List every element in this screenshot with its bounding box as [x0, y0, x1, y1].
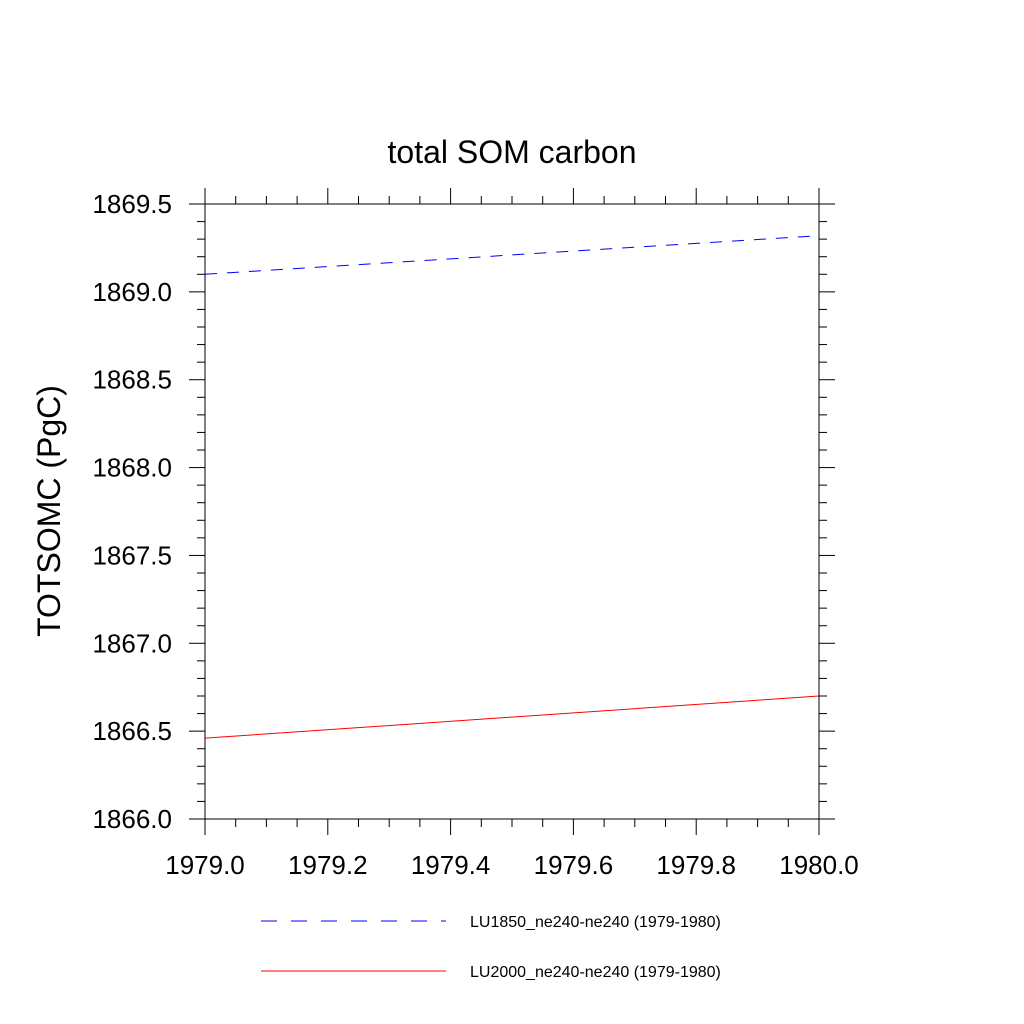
y-tick-label: 1869.0 — [92, 277, 172, 307]
x-tick-label: 1979.0 — [165, 850, 245, 880]
y-tick-label: 1866.0 — [92, 804, 172, 834]
y-tick-label: 1867.5 — [92, 540, 172, 570]
data-series — [204, 235, 820, 739]
y-tick-label: 1866.5 — [92, 716, 172, 746]
y-axis-label: TOTSOMC (PgC) — [31, 385, 67, 637]
x-tick-label: 1980.0 — [779, 850, 859, 880]
y-tick-label: 1868.5 — [92, 365, 172, 395]
legend: LU1850_ne240-ne240 (1979-1980) LU2000_ne2… — [261, 914, 721, 981]
y-tick-label: 1868.0 — [92, 453, 172, 483]
x-tick-label: 1979.8 — [656, 850, 736, 880]
series-line-1 — [204, 235, 820, 275]
y-tick-label: 1869.5 — [92, 189, 172, 219]
x-tick-label: 1979.4 — [411, 850, 491, 880]
axis-tick-labels: 1979.0 1979.2 1979.4 1979.6 1979.8 1980.0 1866… — [92, 189, 858, 880]
x-tick-label: 1979.6 — [534, 850, 614, 880]
series-line-2 — [204, 695, 820, 739]
y-tick-label: 1867.0 — [92, 628, 172, 658]
legend-label-2: LU2000_ne240-ne240 (1979-1980) — [470, 964, 721, 981]
chart-title: total SOM carbon — [388, 134, 637, 170]
axis-ticks — [189, 188, 835, 835]
plot-frame — [204, 203, 820, 820]
x-tick-label: 1979.2 — [288, 850, 368, 880]
legend-label-1: LU1850_ne240-ne240 (1979-1980) — [470, 914, 721, 931]
